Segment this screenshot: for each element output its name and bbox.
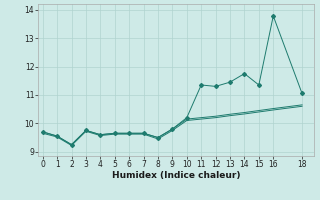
X-axis label: Humidex (Indice chaleur): Humidex (Indice chaleur) (112, 171, 240, 180)
